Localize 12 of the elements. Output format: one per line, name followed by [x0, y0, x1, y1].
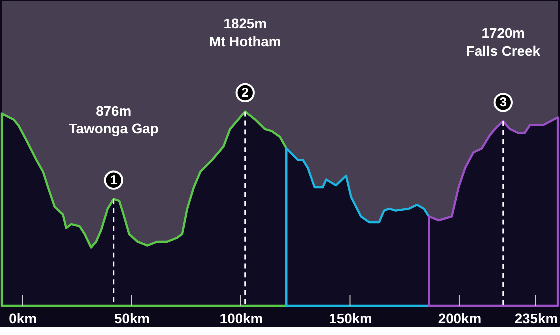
x-tick-label: 100km	[220, 310, 264, 326]
text: 1825m Mt Hotham	[209, 15, 282, 50]
x-tick-label: 50km	[114, 310, 150, 326]
x-tick-label: 200km	[438, 310, 482, 326]
annotation: 876m Tawonga Gap	[68, 102, 159, 137]
x-tick-label: 0km	[9, 310, 37, 326]
annotation: 2	[242, 84, 249, 100]
x-tick-label: 235km	[514, 310, 558, 326]
x-tick-label: 150km	[329, 310, 372, 326]
text: 1720m Falls Creek	[466, 25, 541, 60]
annotation: 1	[110, 172, 118, 188]
annotation: 3	[500, 94, 507, 110]
